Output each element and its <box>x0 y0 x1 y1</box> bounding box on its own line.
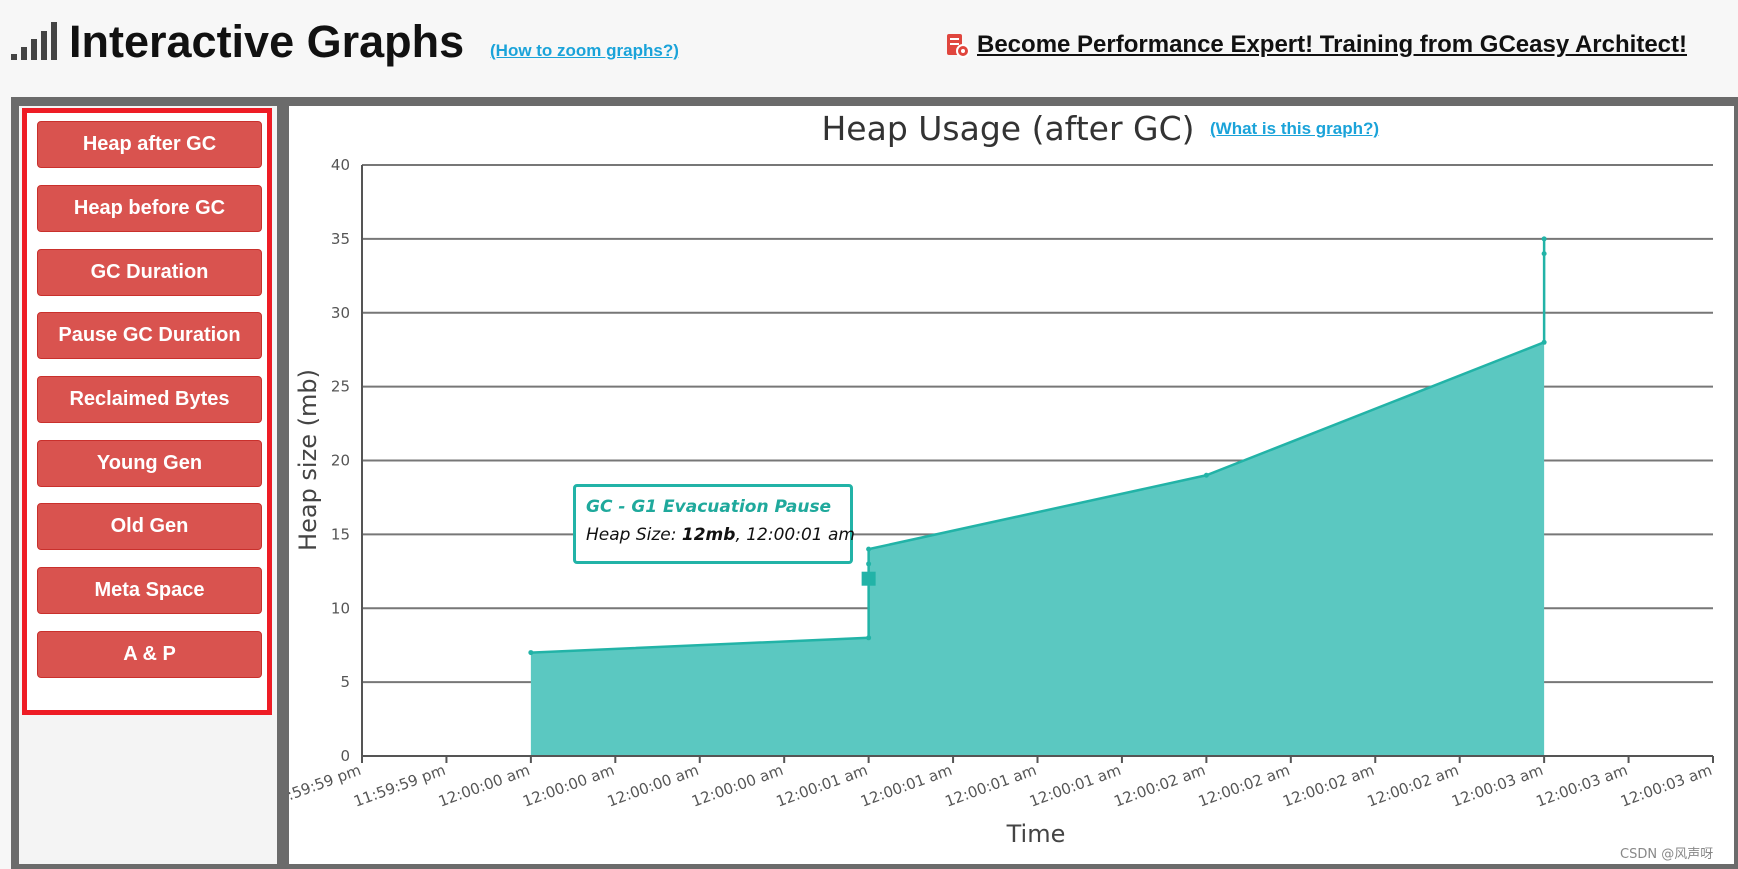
page-title: Interactive Graphs <box>69 16 465 67</box>
young-gen-button[interactable]: Young Gen <box>37 440 262 487</box>
gc-duration-button[interactable]: GC Duration <box>37 249 262 296</box>
data-point <box>866 635 872 641</box>
x-tick-label: 12:00:03 am <box>1534 761 1630 811</box>
chart-title: Heap Usage (after GC) <box>821 109 1194 148</box>
x-axis-title: Time <box>1006 820 1066 848</box>
y-tick-label: 15 <box>331 525 350 543</box>
data-point <box>1203 472 1209 478</box>
chart-tooltip: GC - G1 Evacuation Pause Heap Size: 12mb… <box>573 484 855 564</box>
x-tick-label: 12:00:02 am <box>1365 761 1461 811</box>
page-header: Interactive Graphs (How to zoom graphs?)… <box>0 0 1738 95</box>
x-tick-label: 12:00:01 am <box>858 761 954 811</box>
a-and-p-button[interactable]: A & P <box>37 631 262 678</box>
x-tick-label: 12:00:00 am <box>436 761 532 811</box>
highlighted-point <box>861 571 876 586</box>
data-point <box>528 650 534 656</box>
y-tick-label: 30 <box>331 304 350 322</box>
x-tick-label: 12:00:02 am <box>1111 761 1207 811</box>
chart-axes <box>361 165 1714 763</box>
x-tick-label: 12:00:00 am <box>520 761 616 811</box>
y-tick-label: 0 <box>340 747 350 765</box>
watermark: CSDN @风声呀 <box>1620 847 1714 862</box>
reclaimed-bytes-button[interactable]: Reclaimed Bytes <box>37 376 262 423</box>
x-tick-label: 12:00:00 am <box>689 761 785 811</box>
data-point <box>1541 339 1547 345</box>
tooltip-detail: Heap Size: 12mb, 12:00:01 am <box>586 525 855 545</box>
meta-space-button[interactable]: Meta Space <box>37 567 262 614</box>
tooltip-time: , 12:00:01 am <box>735 525 855 545</box>
what-is-this-graph-link[interactable]: (What is this graph?) <box>1210 119 1380 138</box>
tooltip-label: Heap Size: <box>586 525 682 545</box>
tooltip-value: 12mb <box>681 525 736 545</box>
x-tick-label: 12:00:01 am <box>1027 761 1123 811</box>
y-tick-label: 25 <box>331 378 350 396</box>
training-promo-link[interactable]: Become Performance Expert! Training from… <box>977 31 1687 58</box>
x-tick-label: 12:00:02 am <box>1196 761 1292 811</box>
y-tick-label: 5 <box>340 673 350 691</box>
x-tick-label: 12:00:03 am <box>1449 761 1545 811</box>
chart-area-series <box>528 236 1547 756</box>
data-point <box>1541 236 1547 242</box>
y-tick-label: 40 <box>331 156 350 174</box>
old-gen-button[interactable]: Old Gen <box>37 503 262 550</box>
pause-gc-duration-button[interactable]: Pause GC Duration <box>37 312 262 359</box>
y-tick-label: 10 <box>331 599 350 617</box>
data-point <box>1541 251 1547 257</box>
x-tick-label: 12:00:00 am <box>605 761 701 811</box>
area-fill <box>530 238 1545 756</box>
data-point <box>866 546 872 552</box>
data-point <box>866 561 872 567</box>
y-axis-title: Heap size (mb) <box>294 369 322 551</box>
x-tick-label: 11:59:59 pm <box>351 761 448 811</box>
training-badge-icon <box>947 34 970 58</box>
x-tick-label: 12:00:01 am <box>774 761 870 811</box>
y-tick-label: 35 <box>331 230 350 248</box>
tooltip-title: GC - G1 Evacuation Pause <box>586 497 832 517</box>
x-tick-label: 12:00:03 am <box>1618 761 1714 811</box>
heap-before-gc-button[interactable]: Heap before GC <box>37 185 262 232</box>
x-tick-label: 12:00:02 am <box>1280 761 1376 811</box>
y-tick-label: 20 <box>331 452 350 470</box>
signal-bars-icon <box>11 22 57 60</box>
x-tick-label: 12:00:01 am <box>943 761 1039 811</box>
heap-after-gc-button[interactable]: Heap after GC <box>37 121 262 168</box>
how-to-zoom-link[interactable]: (How to zoom graphs?) <box>490 41 679 60</box>
